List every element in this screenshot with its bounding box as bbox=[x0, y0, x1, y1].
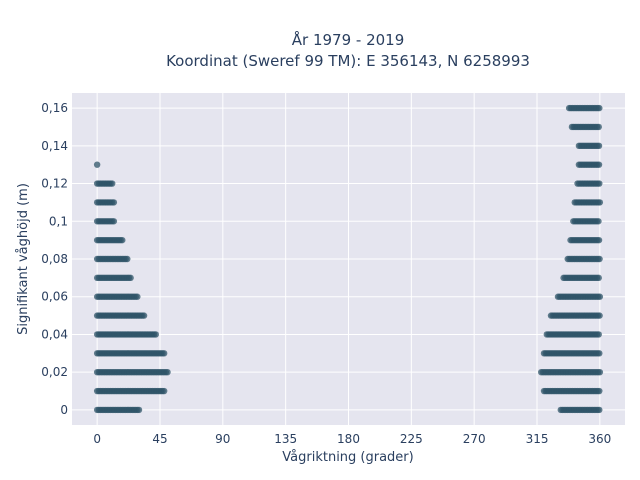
data-point bbox=[596, 368, 604, 376]
data-point bbox=[152, 331, 159, 338]
x-tick-label: 0 bbox=[93, 432, 101, 446]
y-tick-label: 0,1 bbox=[49, 214, 68, 228]
y-tick-label: 0,12 bbox=[41, 177, 68, 191]
data-point bbox=[596, 350, 603, 357]
data-point bbox=[140, 312, 148, 319]
data-point bbox=[596, 387, 603, 395]
data-point bbox=[596, 293, 604, 300]
y-tick-label: 0 bbox=[60, 403, 68, 417]
data-point bbox=[110, 199, 118, 206]
chart-subtitle: Koordinat (Sweref 99 TM): E 356143, N 62… bbox=[166, 52, 530, 70]
x-tick-label: 45 bbox=[152, 432, 167, 446]
x-tick-label: 360 bbox=[588, 432, 611, 446]
data-points bbox=[93, 104, 604, 414]
data-point bbox=[160, 350, 168, 357]
x-tick-label: 135 bbox=[274, 432, 297, 446]
data-point bbox=[596, 255, 603, 263]
x-axis-ticks: 0 45 90 135 180 225 270 315 360 bbox=[93, 432, 611, 446]
x-tick-label: 315 bbox=[526, 432, 549, 446]
data-point bbox=[595, 274, 602, 282]
y-tick-label: 0,06 bbox=[41, 290, 68, 304]
data-point bbox=[596, 180, 603, 187]
data-point bbox=[595, 236, 603, 244]
data-point bbox=[164, 368, 171, 376]
y-tick-label: 0,08 bbox=[41, 252, 68, 266]
data-point bbox=[127, 274, 134, 282]
data-point bbox=[595, 218, 602, 225]
data-point bbox=[596, 199, 604, 206]
data-point bbox=[596, 406, 603, 414]
data-point bbox=[93, 161, 101, 168]
data-point bbox=[109, 180, 116, 187]
x-tick-label: 90 bbox=[215, 432, 230, 446]
data-point bbox=[124, 255, 131, 263]
data-point bbox=[110, 218, 118, 225]
data-point bbox=[595, 123, 602, 131]
y-tick-label: 0,16 bbox=[41, 101, 68, 115]
data-point bbox=[595, 161, 603, 168]
y-axis-title: Signifikant våghöjd (m) bbox=[16, 183, 31, 335]
x-tick-label: 180 bbox=[337, 432, 360, 446]
x-tick-label: 225 bbox=[400, 432, 423, 446]
y-axis-ticks: 0 0,02 0,04 0,06 0,08 0,1 0,12 0,14 0,16 bbox=[41, 101, 68, 417]
y-tick-label: 0,02 bbox=[41, 365, 68, 379]
chart-title: År 1979 - 2019 bbox=[292, 30, 405, 49]
data-point bbox=[119, 236, 126, 244]
data-point bbox=[160, 387, 168, 395]
data-point bbox=[135, 406, 143, 414]
x-axis-title: Vågriktning (grader) bbox=[282, 450, 413, 465]
data-point bbox=[134, 293, 141, 300]
x-tick-label: 270 bbox=[463, 432, 486, 446]
data-point bbox=[595, 331, 602, 338]
data-point bbox=[596, 312, 603, 319]
data-point bbox=[596, 104, 603, 112]
y-tick-label: 0,14 bbox=[41, 139, 68, 153]
data-point bbox=[595, 142, 603, 150]
y-tick-label: 0,04 bbox=[41, 327, 68, 341]
